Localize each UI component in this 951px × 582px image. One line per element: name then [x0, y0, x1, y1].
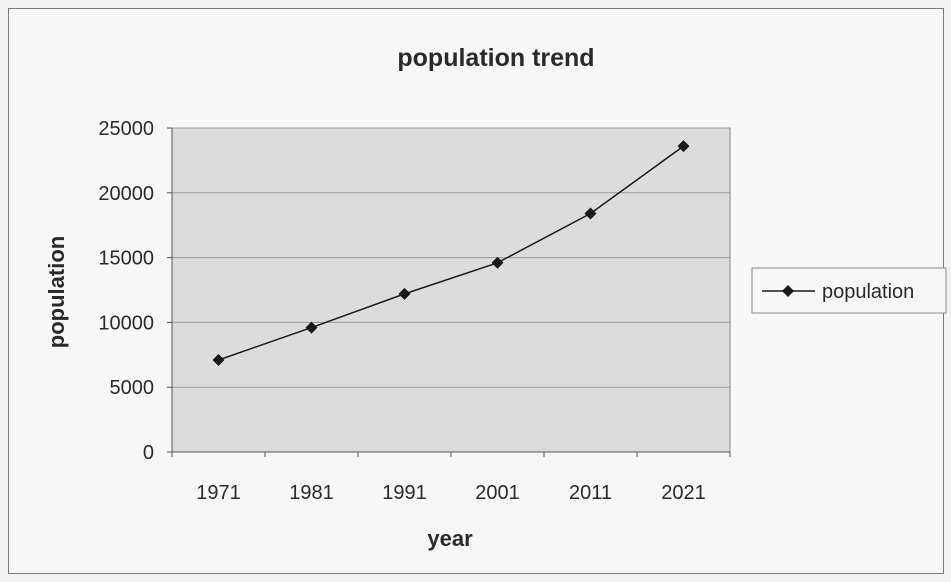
data-point-marker — [584, 207, 597, 220]
y-tick-label: 25000 — [98, 118, 154, 140]
x-axis-title: year — [427, 526, 473, 551]
y-axis-title: population — [44, 236, 69, 348]
y-tick-label: 20000 — [98, 183, 154, 205]
y-tick-label: 5000 — [110, 377, 155, 399]
y-tick-labels: 0 5000 10000 15000 20000 25000 — [98, 118, 172, 464]
x-tick-labels: 1971 1981 1991 2001 2011 2021 — [171, 452, 731, 504]
legend-label: population — [822, 281, 914, 303]
y-tick-label: 0 — [143, 442, 154, 464]
data-point-marker — [398, 287, 411, 300]
data-point-marker — [305, 321, 318, 334]
chart-title: population trend — [397, 44, 594, 72]
legend-marker — [782, 285, 794, 297]
series-line-population — [218, 145, 684, 361]
y-tick-label: 10000 — [98, 312, 154, 334]
data-point-marker — [677, 140, 690, 153]
data-point-marker — [212, 353, 225, 366]
legend-box — [751, 267, 947, 314]
x-tick-label: 2021 — [661, 482, 706, 504]
y-tick-label: 15000 — [98, 248, 154, 270]
x-tick-label: 1981 — [289, 482, 334, 504]
series-group — [212, 140, 690, 366]
x-tick-label: 1971 — [196, 482, 241, 504]
plot-area — [171, 127, 731, 453]
legend: population — [751, 267, 947, 314]
x-tick-label: 2011 — [569, 482, 612, 504]
x-tick-label: 1991 — [382, 482, 427, 504]
x-tick-label: 2001 — [475, 482, 520, 504]
gridlines — [172, 127, 730, 388]
data-point-marker — [491, 256, 504, 269]
